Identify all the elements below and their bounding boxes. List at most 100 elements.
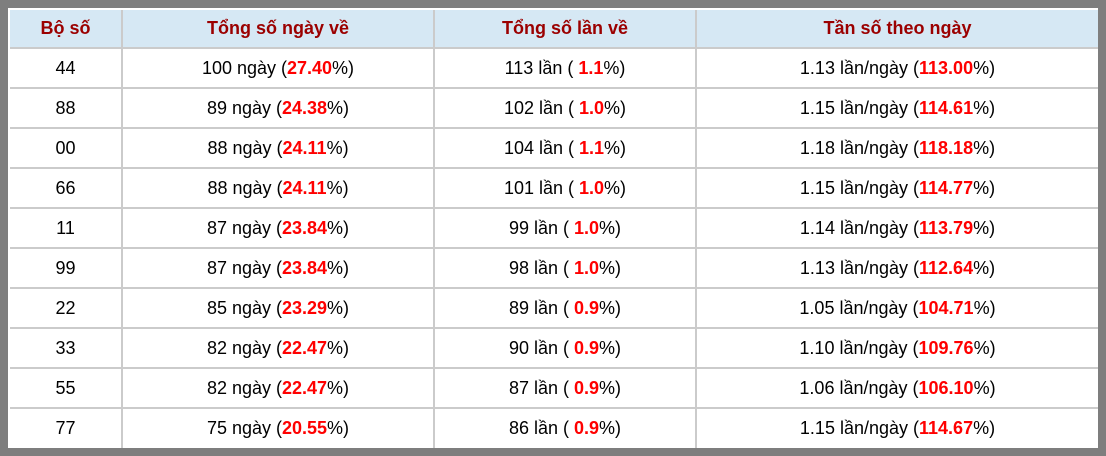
table-row: 88 89 ngày (24.38%) 102 lần ( 1.0%) 1.15… [9, 87, 1098, 129]
days-text: 89 ngày ( [206, 97, 282, 118]
pair-cell: 33 [9, 327, 123, 369]
days-cell: 75 ngày (20.55%) [121, 407, 435, 448]
days-text-suffix: %) [326, 177, 349, 198]
days-text-suffix: %) [327, 97, 350, 118]
frequency-text: 1.05 lần/ngày ( [799, 297, 919, 318]
times-text: 99 lần ( [508, 217, 574, 238]
frequency-percent: 109.76 [918, 337, 974, 358]
days-text: 82 ngày ( [206, 377, 282, 398]
frequency-text: 1.14 lần/ngày ( [799, 217, 920, 238]
col-header-pair: Bộ số [9, 9, 123, 49]
days-text: 85 ngày ( [206, 297, 282, 318]
days-text: 87 ngày ( [206, 217, 282, 238]
days-percent: 22.47 [282, 377, 328, 398]
frequency-text-suffix: %) [973, 418, 996, 438]
frequency-percent: 112.64 [919, 257, 974, 278]
pair-cell: 55 [9, 367, 123, 409]
days-text: 75 ngày ( [206, 418, 282, 438]
times-cell: 104 lần ( 1.1%) [433, 127, 697, 169]
frequency-cell: 1.13 lần/ngày (112.64%) [695, 247, 1098, 289]
pair-cell: 77 [9, 407, 123, 448]
days-cell: 85 ngày (23.29%) [121, 287, 435, 329]
days-text-suffix: %) [326, 137, 349, 158]
days-cell: 82 ngày (22.47%) [121, 327, 435, 369]
times-percent: 0.9 [574, 337, 600, 358]
frequency-text-suffix: %) [973, 97, 996, 118]
times-text: 86 lần ( [508, 418, 574, 438]
frequency-text: 1.06 lần/ngày ( [799, 377, 919, 398]
frequency-cell: 1.13 lần/ngày (113.00%) [695, 47, 1098, 89]
times-text-suffix: %) [599, 337, 622, 358]
frequency-text: 1.13 lần/ngày ( [799, 57, 920, 78]
days-text-suffix: %) [327, 257, 350, 278]
table-row: 00 88 ngày (24.11%) 104 lần ( 1.1%) 1.18… [9, 127, 1098, 169]
times-cell: 113 lần ( 1.1%) [433, 47, 697, 89]
col-header-days: Tổng số ngày về [121, 9, 435, 49]
pair-cell: 44 [9, 47, 123, 89]
times-text-suffix: %) [599, 418, 622, 438]
days-percent: 23.84 [282, 257, 328, 278]
pair-cell: 88 [9, 87, 123, 129]
frequency-text-suffix: %) [973, 137, 996, 158]
days-percent: 20.55 [282, 418, 328, 438]
frequency-percent: 114.67 [919, 418, 974, 438]
times-text-suffix: %) [599, 297, 622, 318]
times-text-suffix: %) [599, 257, 622, 278]
pair-cell: 00 [9, 127, 123, 169]
times-text: 98 lần ( [508, 257, 574, 278]
frequency-text-suffix: %) [973, 257, 996, 278]
times-cell: 98 lần ( 1.0%) [433, 247, 697, 289]
frequency-percent: 104.71 [918, 297, 974, 318]
table-row: 66 88 ngày (24.11%) 101 lần ( 1.0%) 1.15… [9, 167, 1098, 209]
frequency-percent: 113.79 [919, 217, 974, 238]
table-row: 44 100 ngày (27.40%) 113 lần ( 1.1%) 1.1… [9, 47, 1098, 89]
days-cell: 87 ngày (23.84%) [121, 207, 435, 249]
days-text: 100 ngày ( [201, 57, 287, 78]
times-cell: 99 lần ( 1.0%) [433, 207, 697, 249]
frequency-percent: 114.77 [919, 177, 974, 198]
days-percent: 24.11 [282, 177, 327, 198]
col-header-frequency: Tần số theo ngày [695, 9, 1098, 49]
frequency-text-suffix: %) [973, 57, 996, 78]
days-text: 87 ngày ( [206, 257, 282, 278]
times-cell: 90 lần ( 0.9%) [433, 327, 697, 369]
times-text: 113 lần ( [504, 57, 579, 78]
times-text-suffix: %) [604, 97, 627, 118]
times-percent: 1.1 [578, 57, 604, 78]
days-text: 82 ngày ( [206, 337, 282, 358]
times-percent: 0.9 [574, 297, 600, 318]
times-text: 104 lần ( [503, 137, 580, 158]
frequency-percent: 114.61 [919, 97, 974, 118]
frequency-cell: 1.05 lần/ngày (104.71%) [695, 287, 1098, 329]
times-text: 87 lần ( [508, 377, 574, 398]
frequency-cell: 1.14 lần/ngày (113.79%) [695, 207, 1098, 249]
days-percent: 23.29 [282, 297, 328, 318]
days-text: 88 ngày ( [207, 177, 283, 198]
frequency-cell: 1.18 lần/ngày (118.18%) [695, 127, 1098, 169]
frequency-percent: 113.00 [919, 57, 974, 78]
frequency-text: 1.15 lần/ngày ( [799, 97, 920, 118]
frequency-text-suffix: %) [973, 217, 996, 238]
days-text-suffix: %) [327, 337, 350, 358]
times-percent: 0.9 [574, 418, 600, 438]
frequency-text: 1.10 lần/ngày ( [799, 337, 919, 358]
days-cell: 100 ngày (27.40%) [121, 47, 435, 89]
times-text-suffix: %) [599, 217, 622, 238]
days-text-suffix: %) [327, 418, 350, 438]
times-cell: 89 lần ( 0.9%) [433, 287, 697, 329]
days-text-suffix: %) [327, 297, 350, 318]
days-cell: 82 ngày (22.47%) [121, 367, 435, 409]
frequency-cell: 1.15 lần/ngày (114.67%) [695, 407, 1098, 448]
table-row: 33 82 ngày (22.47%) 90 lần ( 0.9%) 1.10 … [9, 327, 1098, 369]
frequency-text: 1.15 lần/ngày ( [799, 418, 920, 438]
frequency-text: 1.15 lần/ngày ( [799, 177, 920, 198]
table-row: 22 85 ngày (23.29%) 89 lần ( 0.9%) 1.05 … [9, 287, 1098, 329]
times-cell: 86 lần ( 0.9%) [433, 407, 697, 448]
frequency-percent: 106.10 [918, 377, 974, 398]
days-text-suffix: %) [327, 377, 350, 398]
frequency-cell: 1.06 lần/ngày (106.10%) [695, 367, 1098, 409]
days-percent: 24.38 [282, 97, 328, 118]
frequency-cell: 1.10 lần/ngày (109.76%) [695, 327, 1098, 369]
table-row: 11 87 ngày (23.84%) 99 lần ( 1.0%) 1.14 … [9, 207, 1098, 249]
